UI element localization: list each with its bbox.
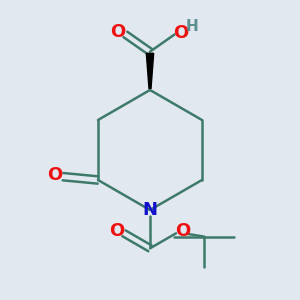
Polygon shape [146,53,154,88]
Text: N: N [142,201,158,219]
Text: O: O [175,222,190,240]
Text: O: O [110,23,126,41]
Text: O: O [109,222,124,240]
Text: O: O [173,24,188,42]
Text: H: H [185,19,198,34]
Text: O: O [47,166,62,184]
